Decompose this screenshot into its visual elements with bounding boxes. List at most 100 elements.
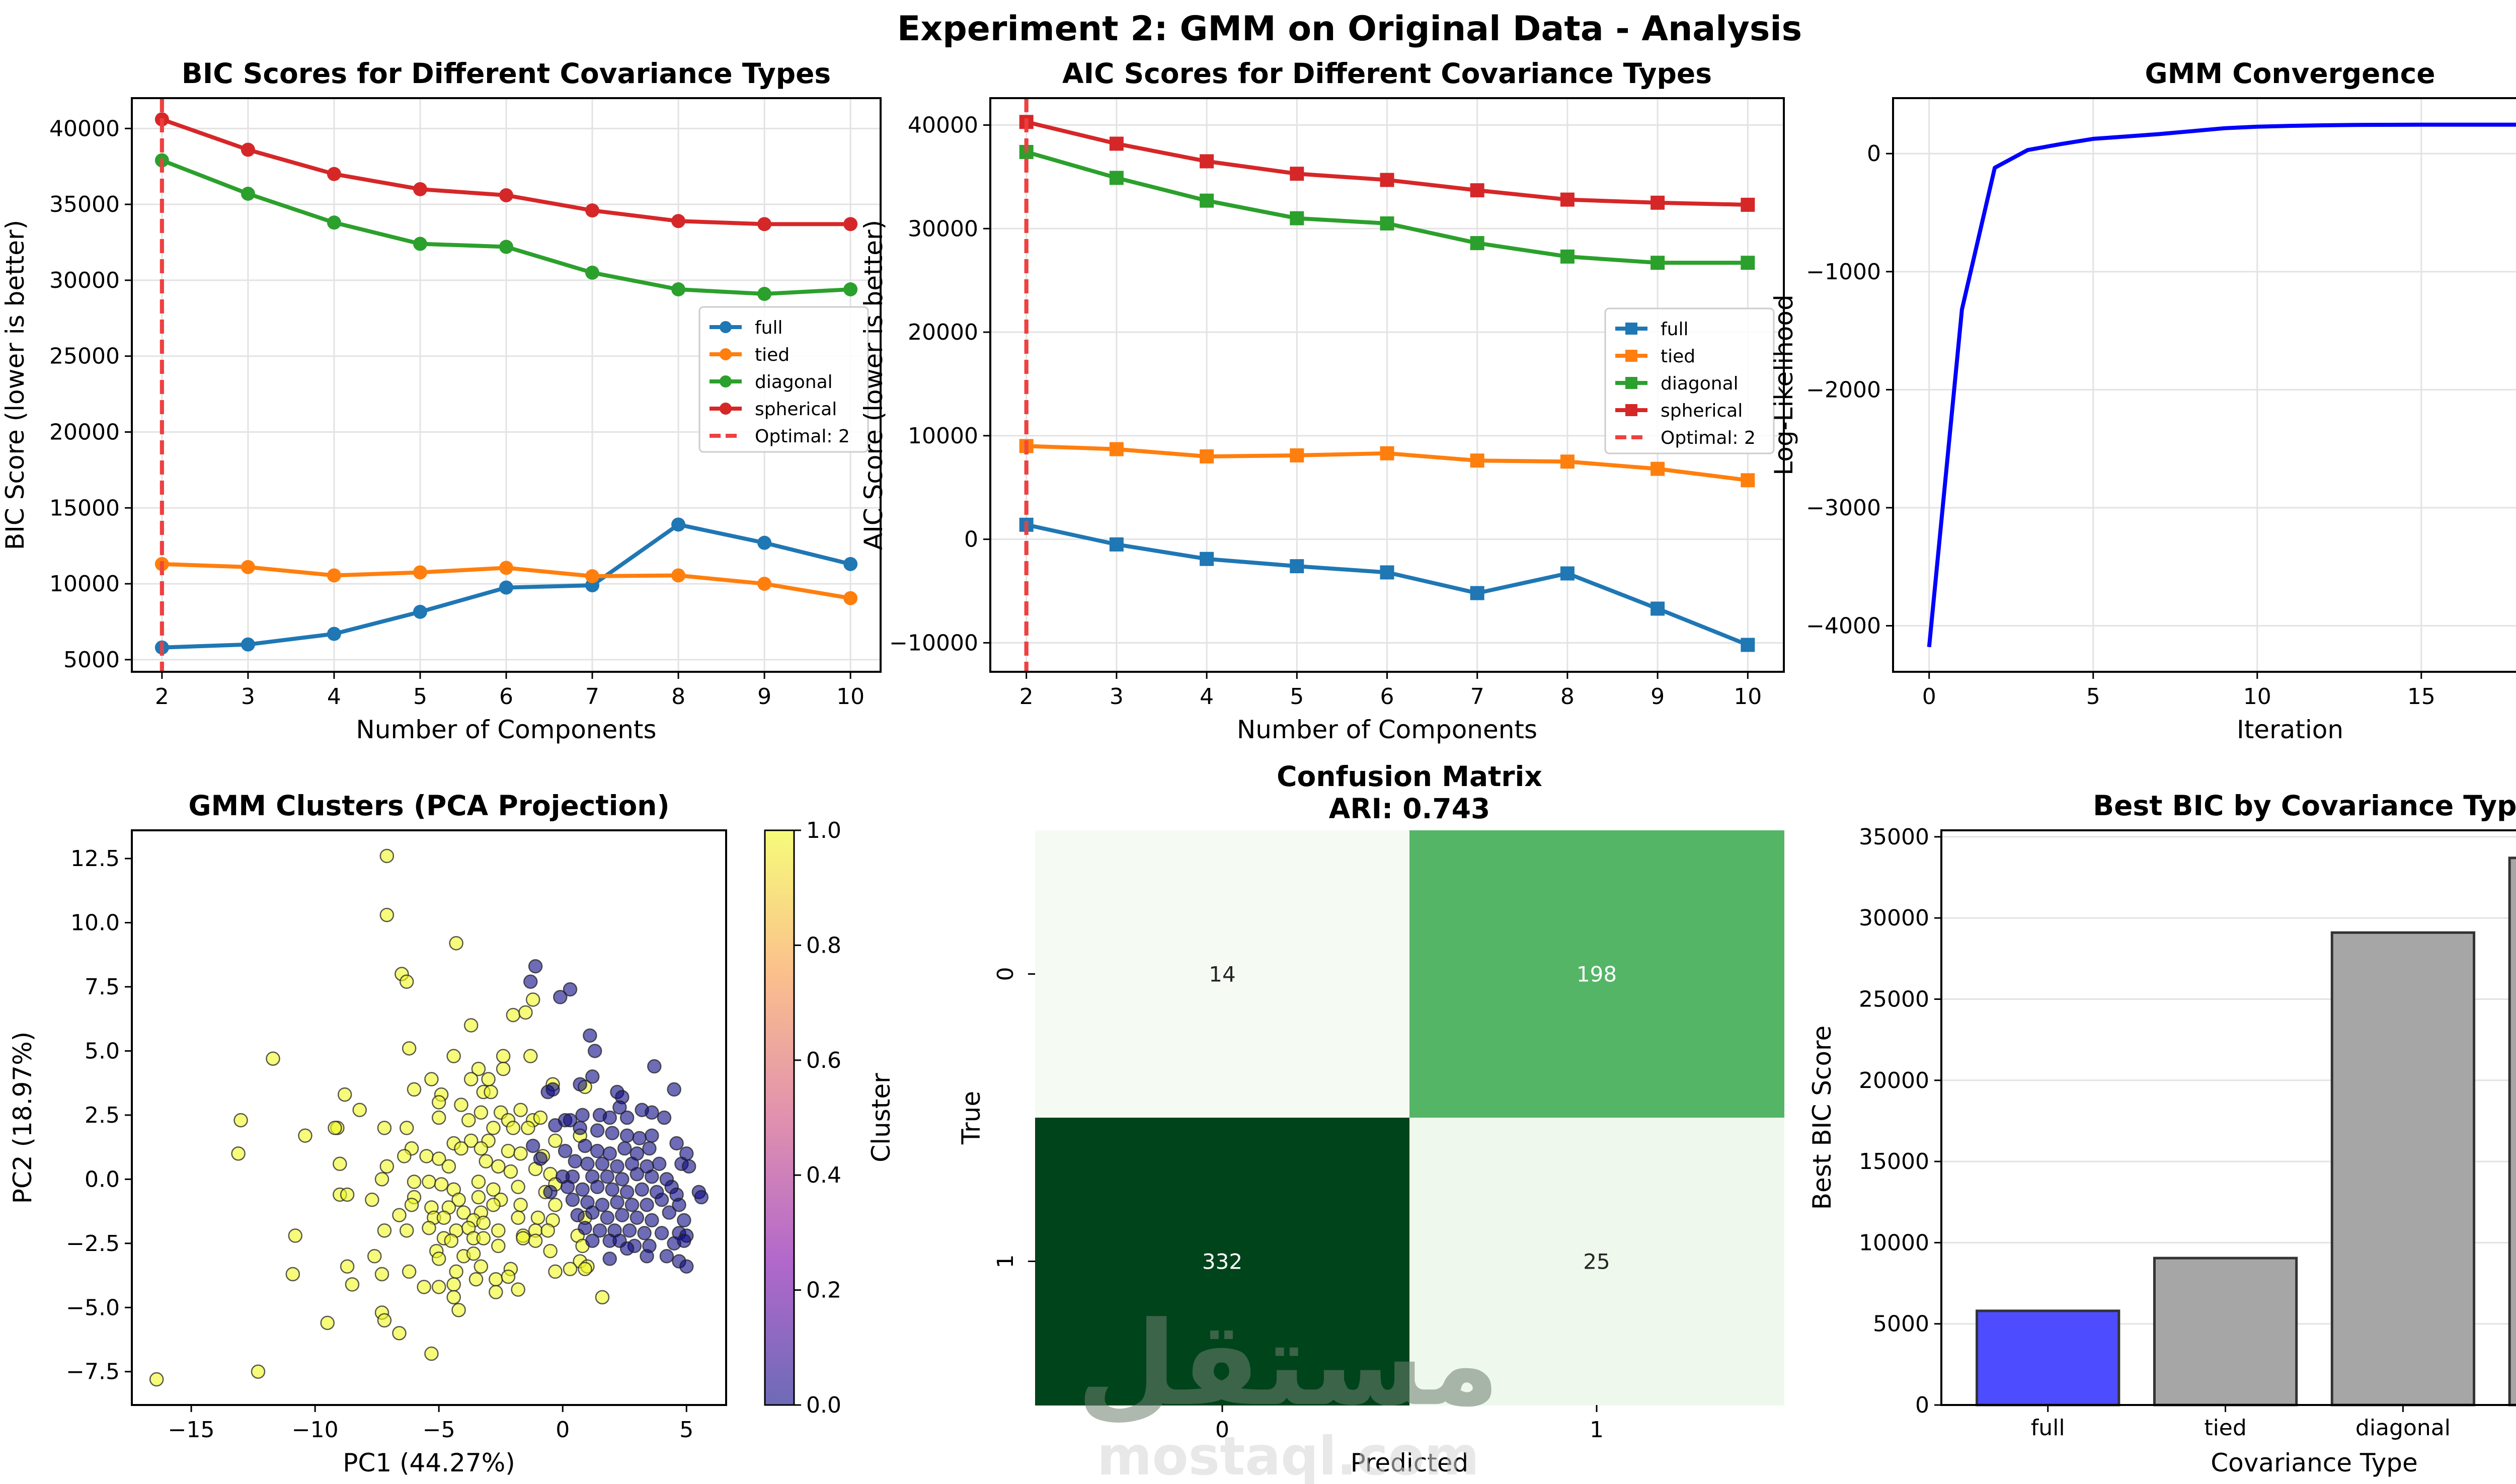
cell-value: 14 (1209, 962, 1235, 987)
scatter-point-cluster-1 (471, 1175, 486, 1189)
data-point-tied (585, 569, 600, 583)
legend-label: diagonal (755, 372, 833, 393)
legend-swatch-marker (720, 321, 732, 333)
legend-box (1604, 307, 1775, 454)
x-axis-label: Number of Components (356, 715, 656, 744)
scatter-point-cluster-1 (149, 1372, 164, 1387)
y-tick-label: 10.0 (70, 910, 120, 936)
x-tick-label: 2 (155, 684, 169, 710)
scatter-point-cluster-0 (681, 1159, 696, 1174)
x-tick-label: −15 (168, 1417, 215, 1443)
heatmap-cell (1409, 1118, 1784, 1405)
scatter-point-cluster-0 (578, 1138, 592, 1153)
scatter-point-cluster-0 (654, 1226, 669, 1240)
data-point-full (1470, 586, 1484, 600)
scatter-point-cluster-0 (570, 1208, 585, 1222)
scatter-point-cluster-1 (491, 1223, 506, 1238)
chart-legend: full tied diagonal spherical Optimal: 2 (1604, 307, 1775, 454)
scatter-point-cluster-0 (602, 1252, 617, 1266)
cell-value: 25 (1583, 1249, 1610, 1274)
scatter-point-cluster-1 (407, 1175, 422, 1189)
scatter-point-cluster-1 (476, 1231, 491, 1245)
scatter-point-cluster-0 (585, 1205, 600, 1220)
scatter-point-cluster-1 (422, 1175, 436, 1189)
y-tick-label: −2000 (1806, 377, 1881, 403)
scatter-point-cluster-1 (424, 1346, 439, 1361)
y-tick-label: 20000 (49, 419, 120, 445)
scatter-point-cluster-1 (540, 1223, 555, 1238)
y-tick-label: 0.0 (85, 1166, 120, 1192)
scatter-point-cluster-1 (402, 1041, 417, 1056)
x-tick-label: −10 (292, 1417, 339, 1443)
x-axis-label: Number of Components (1237, 715, 1537, 744)
scatter-point-cluster-1 (377, 1223, 392, 1238)
x-axis-label: PC1 (44.27%) (343, 1448, 515, 1477)
scatter-point-cluster-0 (580, 1156, 595, 1171)
scatter-point-cluster-0 (640, 1198, 654, 1212)
scatter-point-cluster-1 (463, 1072, 479, 1086)
colorbar-tick-label: 1.0 (806, 818, 841, 843)
legend-label: diagonal (1661, 373, 1739, 394)
x-tick-label: 10 (1734, 684, 1762, 710)
legend-swatch-marker (1625, 404, 1637, 416)
scatter-point-cluster-0 (645, 1213, 659, 1228)
data-point-tied (499, 561, 513, 575)
scatter-point-cluster-0 (657, 1110, 672, 1125)
scatter-point-cluster-1 (516, 1231, 530, 1245)
scatter-point-cluster-0 (590, 1144, 605, 1158)
scatter-point-cluster-1 (454, 1141, 468, 1156)
scatter-point-cluster-0 (662, 1205, 677, 1220)
scatter-point-cluster-1 (377, 1313, 392, 1328)
y-tick-label: 20000 (1859, 1068, 1929, 1094)
x-tick-label: −5 (423, 1417, 455, 1443)
scatter-point-cluster-1 (266, 1051, 280, 1066)
scatter-point-cluster-0 (640, 1249, 654, 1264)
x-tick-label: 0 (1922, 684, 1936, 710)
data-point-spherical (499, 188, 513, 203)
data-point-spherical (757, 217, 772, 231)
data-point-tied (327, 568, 341, 583)
scatter-point-cluster-0 (600, 1210, 615, 1225)
data-point-full (671, 517, 686, 532)
scatter-point-cluster-0 (677, 1233, 691, 1248)
scatter-point-cluster-1 (496, 1049, 511, 1063)
data-point-diagonal (843, 282, 858, 296)
scatter-point-cluster-1 (511, 1180, 525, 1194)
x-tick-label: 7 (585, 684, 599, 710)
scatter-point-cluster-1 (474, 1259, 489, 1274)
scatter-point-cluster-0 (615, 1208, 630, 1222)
y-tick-label: 12.5 (70, 846, 120, 872)
axes-frame (131, 829, 727, 1406)
x-tick-label: full (2031, 1415, 2065, 1441)
scatter-point-cluster-0 (543, 1185, 558, 1200)
scatter-point-cluster-1 (337, 1087, 352, 1102)
bic-chart-panel: 2 3 4 5 6 7 8 9 10 5000 10000 15000 20000 25000 30000 3… (1, 57, 882, 744)
scatter-point-cluster-1 (365, 1192, 379, 1207)
scatter-point-cluster-0 (590, 1180, 605, 1194)
scatter-point-cluster-0 (568, 1154, 583, 1168)
data-point-tied (413, 565, 427, 580)
data-point-full (1109, 537, 1124, 552)
scatter-point-cluster-1 (528, 1233, 543, 1248)
scatter-point-cluster-1 (231, 1146, 246, 1161)
chart-title: Best BIC by Covariance Type (2093, 790, 2516, 822)
colorbar (765, 830, 794, 1405)
data-point-tied (1470, 453, 1484, 468)
scatter-point-cluster-0 (672, 1198, 686, 1212)
x-tick-label: 6 (1380, 684, 1394, 710)
scatter-point-cluster-0 (583, 1028, 597, 1043)
legend-swatch-marker (720, 348, 732, 360)
scatter-point-cluster-1 (392, 1326, 407, 1341)
scatter-point-cluster-0 (605, 1182, 619, 1197)
scatter-point-cluster-1 (471, 1061, 486, 1076)
x-tick-label: 15 (2407, 684, 2435, 710)
scatter-point-cluster-0 (667, 1082, 681, 1097)
scatter-point-cluster-1 (441, 1159, 456, 1174)
scatter-point-cluster-1 (404, 1198, 419, 1212)
scatter-point-cluster-1 (340, 1259, 355, 1274)
scatter-point-cluster-1 (446, 1290, 461, 1305)
scatter-point-cluster-0 (602, 1146, 617, 1161)
series-line-log-likelihood (1927, 122, 2516, 648)
y-tick-label: 10000 (908, 423, 978, 449)
